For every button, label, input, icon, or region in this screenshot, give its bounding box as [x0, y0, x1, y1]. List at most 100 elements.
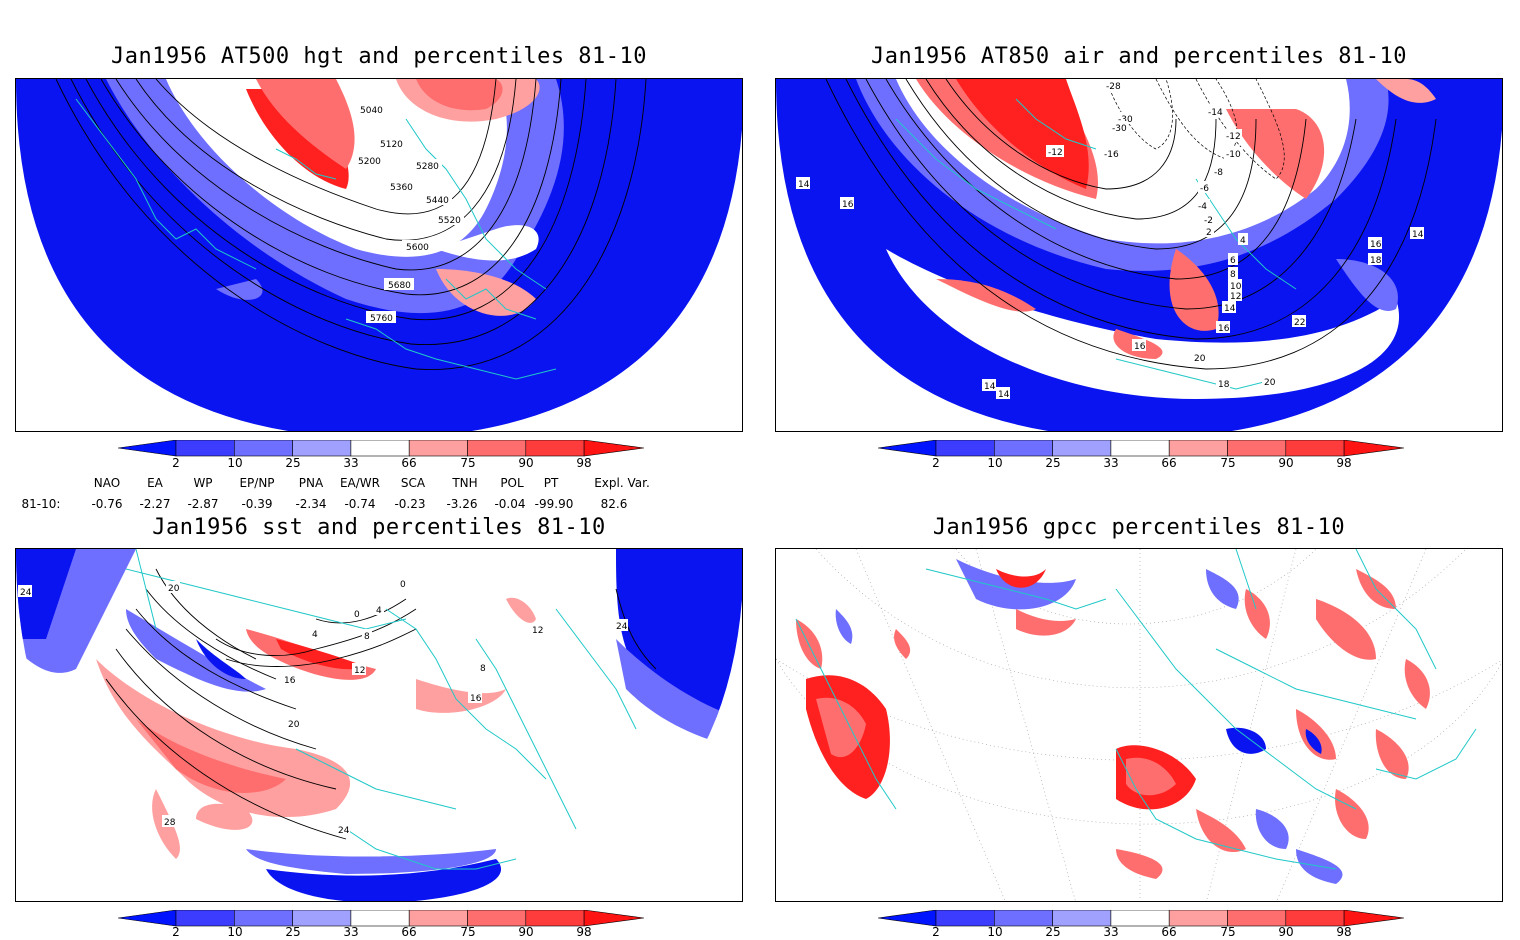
colorbar-label: 25 — [285, 456, 301, 470]
colorbar-swatch — [467, 439, 527, 457]
contour-label: -2 — [1204, 216, 1213, 226]
colorbar-label: 90 — [1278, 456, 1294, 470]
colorbar-gpcc — [877, 909, 1405, 934]
sst-contour-labels: 24 20 0 4 0 4 8 12 16 20 24 28 12 16 24 … — [18, 577, 628, 836]
contour-label: 18 — [1218, 380, 1230, 390]
colorbar-swatch — [1285, 439, 1345, 457]
contour-label: 5440 — [426, 196, 449, 206]
index-value: 82.6 — [600, 497, 628, 511]
contour-label: 4 — [1240, 236, 1246, 246]
contour-label: 8 — [1230, 270, 1236, 280]
index-value: -0.04 — [494, 497, 526, 511]
colorbar-swatch — [350, 439, 410, 457]
contour-label: 5360 — [390, 183, 413, 193]
contour-label: 8 — [364, 632, 370, 642]
index-value: -0.74 — [344, 497, 376, 511]
colorbar-label: 25 — [285, 925, 301, 939]
colorbar-swatch — [117, 909, 177, 927]
colorbar-swatch — [175, 439, 235, 457]
colorbar-label: 66 — [1161, 925, 1177, 939]
colorbar-swatch — [935, 439, 995, 457]
colorbar-label: 66 — [1161, 456, 1177, 470]
colorbar-label: 2 — [932, 456, 940, 470]
contour-label: 16 — [470, 694, 482, 704]
contour-label: 20 — [1264, 378, 1276, 388]
hgt500-map: 5040 5120 5200 5280 5360 5440 5520 5600 … — [16, 79, 742, 431]
colorbar-hgt500 — [117, 439, 645, 464]
colorbar-label: 25 — [1045, 925, 1061, 939]
contour-label: -10 — [1226, 150, 1241, 160]
index-value: -3.26 — [446, 497, 478, 511]
contour-label: 16 — [284, 676, 296, 686]
colorbar-label: 90 — [1278, 925, 1294, 939]
colorbar-label: 75 — [460, 456, 476, 470]
colorbar-swatches — [877, 439, 1405, 457]
colorbar-label: 98 — [1336, 925, 1352, 939]
map-panel-sst: 24 20 0 4 0 4 8 12 16 20 24 28 12 16 24 … — [15, 548, 743, 902]
contour-label: 16 — [1218, 324, 1230, 334]
air850-map: -28 -30 -30 -14 -12 -12 -16 -10 -8 -6 -4… — [776, 79, 1502, 431]
colorbar-label: 10 — [987, 456, 1003, 470]
colorbar-swatch — [1343, 439, 1405, 457]
contour-label: -14 — [1208, 108, 1223, 118]
colorbar-swatch — [1052, 909, 1112, 927]
colorbar-swatch — [292, 909, 352, 927]
contour-label: 5680 — [388, 281, 411, 291]
sst-map: 24 20 0 4 0 4 8 12 16 20 24 28 12 16 24 … — [16, 549, 742, 901]
contour-label: -4 — [1198, 202, 1207, 212]
contour-label: 20 — [288, 720, 300, 730]
colorbar-swatches — [877, 909, 1405, 927]
map-panel-hgt500: 5040 5120 5200 5280 5360 5440 5520 5600 … — [15, 78, 743, 432]
index-value: -2.34 — [295, 497, 327, 511]
colorbar-label: 10 — [987, 925, 1003, 939]
index-name: Expl. Var. — [594, 476, 650, 490]
contour-label: 14 — [1224, 304, 1236, 314]
colorbar-swatch — [1227, 909, 1287, 927]
colorbar-swatch — [1285, 909, 1345, 927]
contour-label: -6 — [1200, 184, 1209, 194]
contour-label: -30 — [1112, 124, 1127, 134]
index-name: EA/WR — [339, 476, 381, 490]
index-value: -99.90 — [534, 497, 574, 511]
colorbar-label: 33 — [343, 456, 359, 470]
contour-label: -12 — [1048, 148, 1063, 158]
colorbar-swatch — [467, 909, 527, 927]
map-panel-gpcc — [775, 548, 1503, 902]
contour-label: 20 — [1194, 354, 1206, 364]
colorbar-labels-hgt500: 2 10 25 33 66 75 90 98 — [118, 456, 644, 472]
colorbar-swatch — [525, 909, 585, 927]
index-name: EA — [147, 476, 163, 490]
colorbar-label: 75 — [1220, 925, 1236, 939]
contour-label: 18 — [1370, 256, 1382, 266]
contour-label: 5520 — [438, 216, 461, 226]
contour-label: 16 — [1370, 240, 1382, 250]
colorbar-label: 33 — [1103, 925, 1119, 939]
colorbar-swatch — [877, 909, 937, 927]
colorbar-swatch — [877, 439, 937, 457]
contour-label: 14 — [1412, 230, 1424, 240]
colorbar-label: 75 — [1220, 456, 1236, 470]
panel-title-hgt500: Jan1956 AT500 hgt and percentiles 81-10 — [110, 44, 648, 69]
colorbar-label: 90 — [518, 456, 534, 470]
contour-label: 4 — [376, 606, 382, 616]
index-name: SCA — [400, 476, 426, 490]
index-name: PNA — [298, 476, 324, 490]
colorbar-label: 33 — [343, 925, 359, 939]
contour-label: 0 — [400, 580, 406, 590]
colorbar-label: 75 — [460, 925, 476, 939]
colorbar-label: 90 — [518, 925, 534, 939]
colorbar-label: 98 — [576, 925, 592, 939]
colorbar-swatch — [1110, 909, 1170, 927]
colorbar-swatch — [350, 909, 410, 927]
contour-label: 20 — [168, 584, 180, 594]
contour-label: 0 — [354, 610, 360, 620]
air850-contour-labels: -28 -30 -30 -14 -12 -12 -16 -10 -8 -6 -4… — [796, 79, 1424, 400]
colorbar-swatch — [1110, 439, 1170, 457]
colorbar-swatch — [408, 909, 468, 927]
contour-label: 14 — [798, 180, 810, 190]
contour-label: 2 — [1206, 228, 1212, 238]
contour-label: -8 — [1214, 168, 1223, 178]
contour-label: 22 — [1294, 318, 1305, 328]
indices-header: NAO EA WP EP/NP PNA EA/WR SCA TNH POL PT… — [0, 476, 760, 492]
contour-label: 6 — [1230, 256, 1236, 266]
